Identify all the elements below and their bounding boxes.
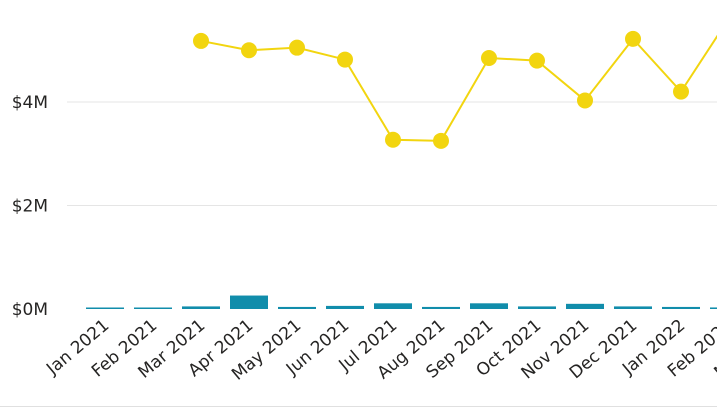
line-point (289, 39, 305, 56)
line-point (433, 132, 449, 149)
bar (614, 306, 652, 309)
bar (230, 295, 268, 309)
bar (422, 306, 460, 309)
bar (374, 303, 412, 309)
line-point (241, 42, 257, 59)
bar (710, 307, 717, 309)
bar (518, 306, 556, 309)
line-point (577, 92, 593, 109)
line-series (193, 30, 717, 149)
bar-series (86, 295, 717, 309)
bar (470, 303, 508, 309)
y-tick-label: $4M (12, 93, 48, 113)
gridlines (67, 101, 717, 206)
bar (182, 306, 220, 309)
bar (326, 305, 364, 309)
line-point (625, 30, 641, 47)
line-point (673, 83, 689, 100)
bar (278, 306, 316, 309)
bar (134, 307, 172, 309)
y-tick-label: $2M (12, 197, 48, 217)
y-tick-label: $0M (12, 300, 48, 320)
line-point (385, 131, 401, 148)
bar (662, 306, 700, 309)
line-point (529, 52, 545, 69)
bar (566, 303, 604, 309)
y-axis-labels: $0M $2M $4M (12, 93, 48, 320)
bar (86, 307, 124, 309)
line-point (337, 51, 353, 68)
line-point (481, 50, 497, 67)
line-point (193, 32, 209, 49)
